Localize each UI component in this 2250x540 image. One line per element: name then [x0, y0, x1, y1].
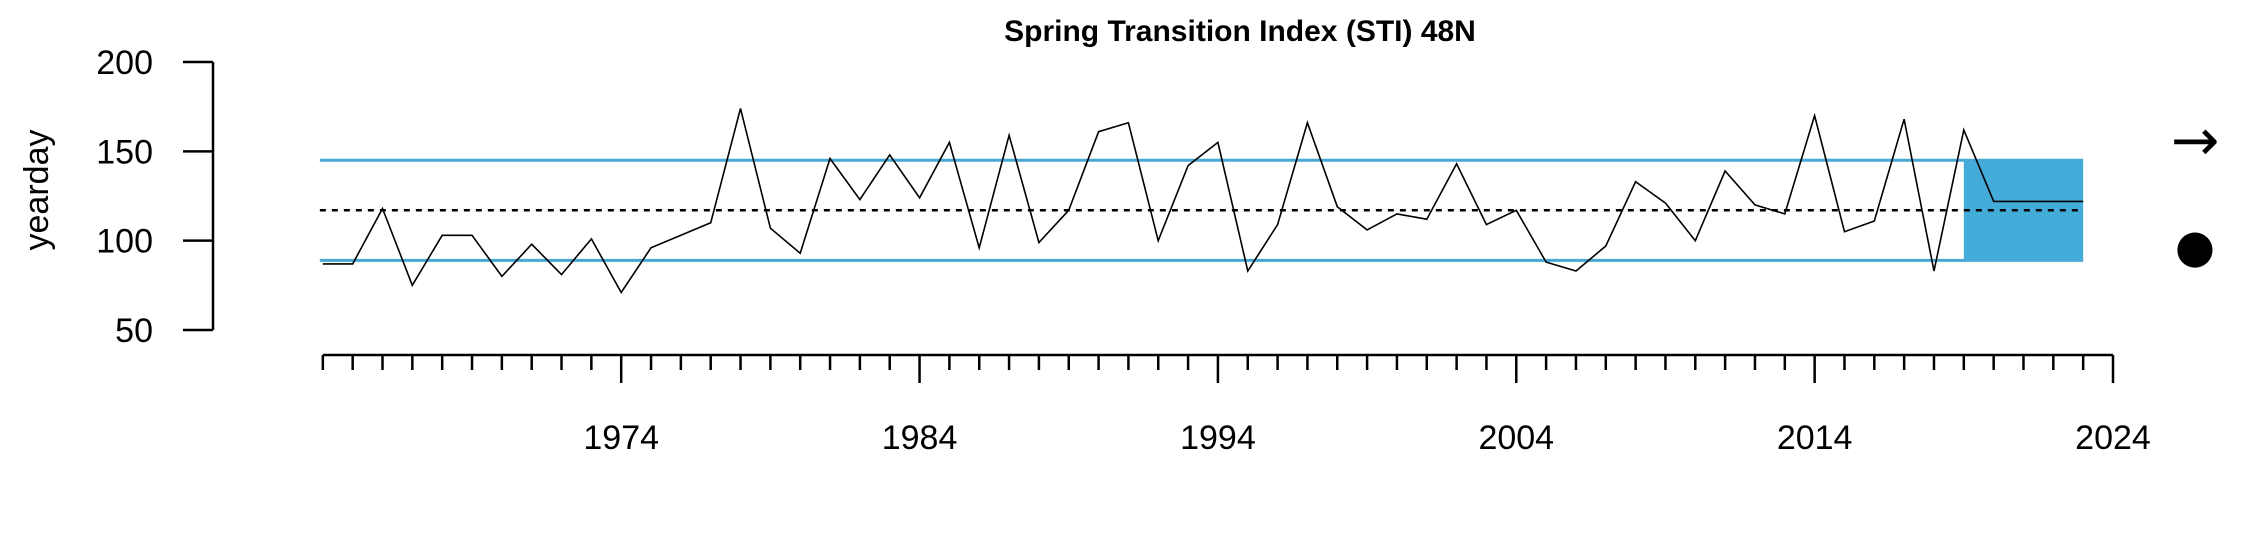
series-line — [322, 108, 2084, 295]
chart-title: Spring Transition Index (STI) 48N — [1004, 15, 1476, 48]
x-tick-label: 2014 — [1777, 419, 1853, 457]
mean-dot-icon: ● — [2175, 219, 2215, 273]
x-tick-label: 1974 — [583, 419, 659, 457]
y-tick-label: 100 — [96, 223, 153, 261]
trend-arrow-icon: → — [2171, 106, 2220, 174]
y-tick-label: 150 — [96, 133, 153, 171]
sd-lines — [319, 158, 2084, 262]
x-axis: 1974 1984 1994 2004 2014 2024 — [321, 353, 2151, 457]
y-axis-label: yearday — [18, 130, 56, 251]
y-tick-label: 200 — [96, 44, 153, 82]
x-tick-label: 2004 — [1478, 419, 1554, 457]
y-tick-label: 50 — [115, 312, 153, 350]
sti-series-line — [322, 108, 2084, 295]
x-tick-label: 1994 — [1180, 419, 1256, 457]
x-tick-label: 2024 — [2075, 419, 2151, 457]
x-tick-label: 1984 — [882, 419, 958, 457]
y-axis: 50 100 150 200 — [96, 44, 215, 350]
